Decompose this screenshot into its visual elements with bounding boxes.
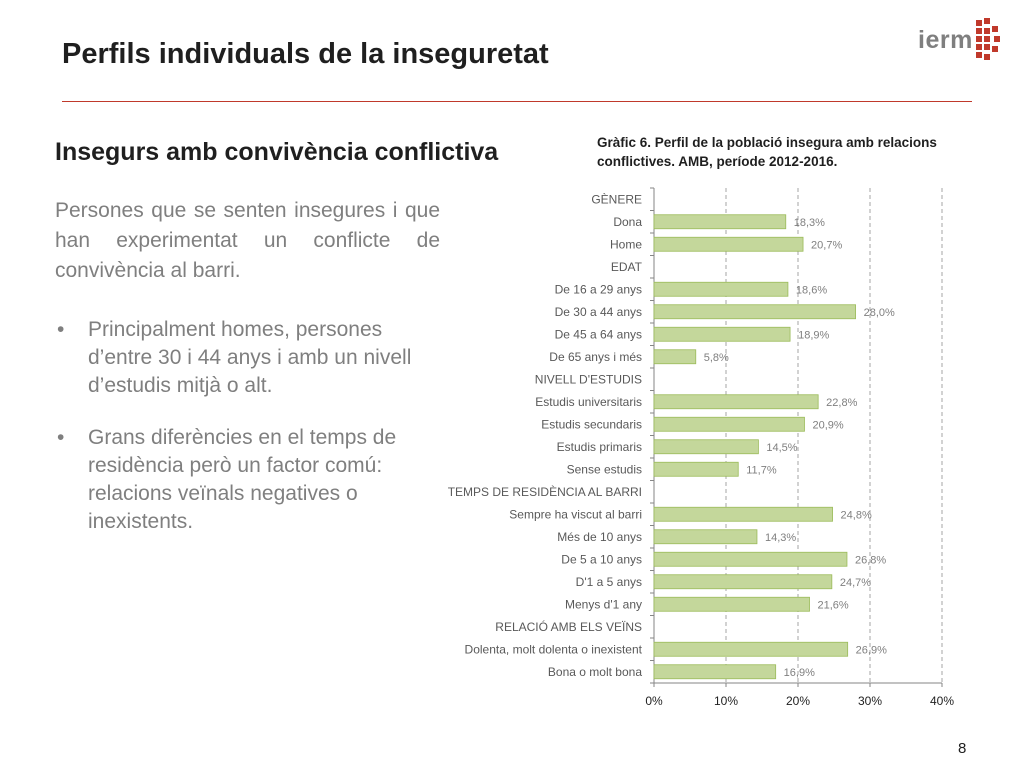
ierm-logo: ierm [918,18,1000,62]
data-label: 5,8% [704,352,729,364]
intro-paragraph: Persones que se senten insegures i que h… [55,199,440,282]
x-tick-label: 20% [786,694,810,708]
category-label: TEMPS DE RESIDÈNCIA AL BARRI [448,484,642,499]
bar [653,214,787,230]
data-label: 11,7% [746,464,777,476]
category-label: D'1 a 5 anys [576,575,642,589]
data-label: 22,8% [826,397,857,409]
category-label: De 5 a 10 anys [561,552,642,566]
data-label: 24,8% [841,509,872,521]
bar [653,416,805,432]
data-label: 20,7% [811,239,842,251]
category-label: Estudis primaris [557,440,642,454]
category-label: De 45 a 64 anys [555,327,642,341]
x-tick-label: 10% [714,694,738,708]
x-tick-label: 0% [645,694,663,708]
chart-title: Gràfic 6. Perfil de la població insegura… [597,135,937,169]
bar [653,349,697,365]
x-tick-label: 40% [930,694,954,708]
bar [653,461,739,477]
category-label: EDAT [611,260,643,274]
page-number: 8 [958,740,967,757]
title-divider [62,101,972,102]
category-label: De 30 a 44 anys [555,305,642,319]
bar [653,529,758,545]
data-label: 18,9% [798,329,829,341]
data-label: 18,6% [796,284,827,296]
category-label: De 65 anys i més [549,350,642,364]
data-label: 16,9% [784,667,815,679]
category-label: Dolenta, molt dolenta o inexistent [465,642,643,656]
data-label: 14,5% [766,442,797,454]
ierm-pixel-logo-icon [976,18,1000,60]
category-label: Dona [613,215,642,229]
bar [653,236,804,252]
data-label: 24,7% [840,577,871,589]
data-label: 18,3% [794,217,825,229]
bar [653,574,833,590]
data-label: 14,3% [765,532,796,544]
category-label: Home [610,237,642,251]
bar [653,664,777,680]
category-label: Estudis secundaris [541,417,642,431]
bar [653,551,848,567]
bar [653,304,857,320]
category-label: Sense estudis [567,462,642,476]
bar [653,326,791,342]
bullet-item: Principalment homes, persones d’entre 30… [55,316,435,400]
data-label: 26,8% [855,554,886,566]
bar [653,641,849,657]
category-label: De 16 a 29 anys [555,282,642,296]
category-label: GÈNERE [591,191,642,206]
category-label: Bona o molt bona [548,665,642,679]
slide-title: Perfils individuals de la inseguretat [62,38,549,70]
data-label: 21,6% [818,599,849,611]
category-label: NIVELL D'ESTUDIS [535,372,642,386]
data-label: 20,9% [812,419,843,431]
x-tick-label: 30% [858,694,882,708]
category-label: Menys d'1 any [565,597,642,611]
category-label: Sempre ha viscut al barri [509,507,642,521]
category-label: Estudis universitaris [535,395,642,409]
logo-text: ierm [918,26,973,54]
bar [653,596,810,612]
data-label: 28,0% [864,307,895,319]
bullet-list: Principalment homes, persones d’entre 30… [55,316,435,560]
bullet-item: Grans diferències en el temps de residèn… [55,424,435,536]
bar [653,281,789,297]
horizontal-bar-chart: GÈNERE Dona 18,3% Home 20,7% EDAT De 16 a 29 a… [448,187,954,708]
bar [653,439,759,455]
section-subtitle: Insegurs amb convivència conflictiva [55,138,499,166]
bar [653,506,833,522]
bar [653,394,819,410]
category-label: RELACIÓ AMB ELS VEÏNS [495,619,642,634]
category-label: Més de 10 anys [557,530,642,544]
data-label: 26,9% [856,644,887,656]
